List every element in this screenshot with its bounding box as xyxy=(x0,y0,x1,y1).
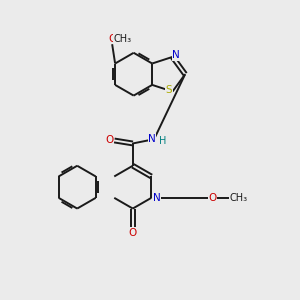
Text: O: O xyxy=(105,136,113,146)
Text: O: O xyxy=(108,34,116,44)
Text: N: N xyxy=(153,193,160,203)
Text: O: O xyxy=(129,228,137,238)
Text: CH₃: CH₃ xyxy=(230,193,248,203)
Text: N: N xyxy=(148,134,156,144)
Text: O: O xyxy=(209,193,217,203)
Text: S: S xyxy=(166,85,172,95)
Text: H: H xyxy=(159,136,166,146)
Text: N: N xyxy=(172,50,180,60)
Text: CH₃: CH₃ xyxy=(113,34,132,44)
